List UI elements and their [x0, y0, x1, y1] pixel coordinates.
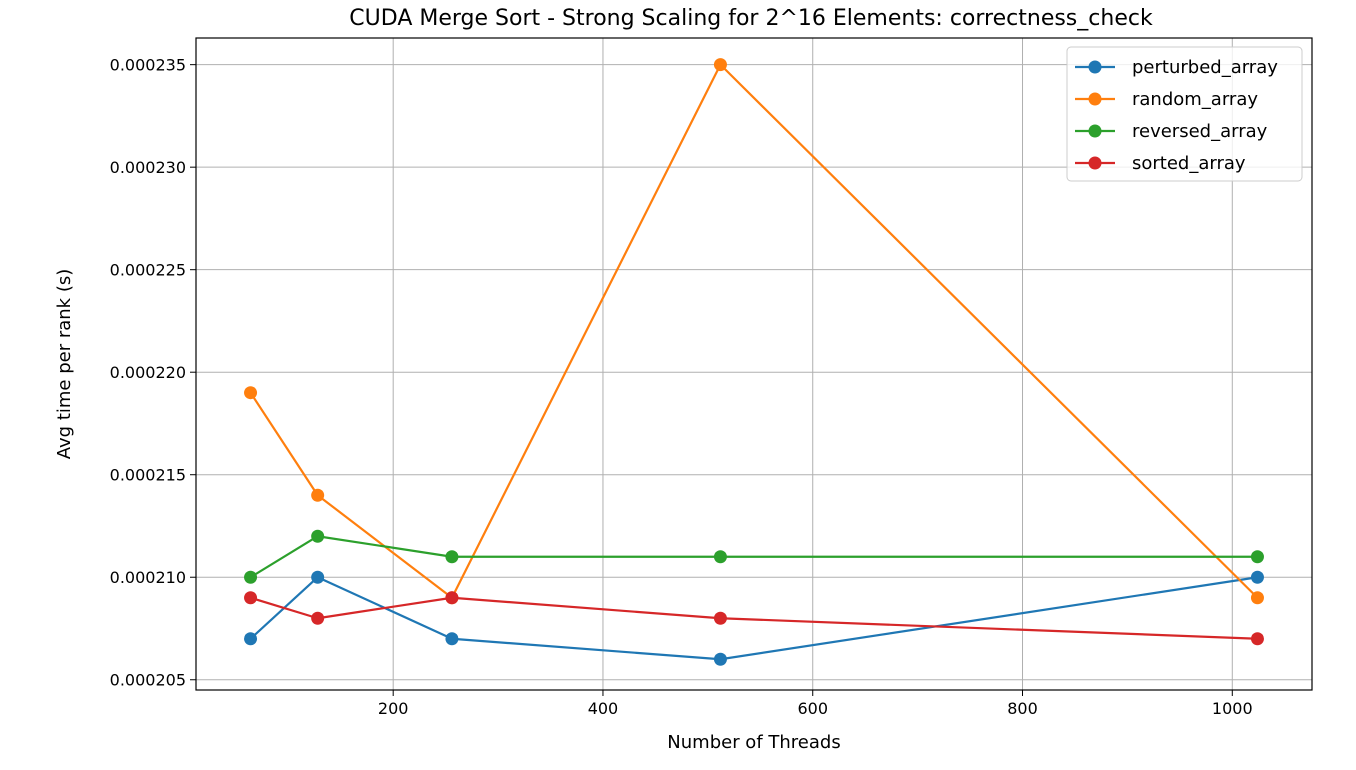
data-point — [713, 58, 727, 72]
series-layer — [244, 58, 1264, 666]
data-point — [1250, 591, 1264, 605]
legend: perturbed_array random_array reversed_arra… — [1066, 46, 1303, 182]
x-tick-label: 1000 — [1212, 699, 1253, 718]
x-tick-label: 200 — [378, 699, 409, 718]
legend-marker — [1088, 124, 1102, 138]
data-point — [311, 570, 325, 584]
y-tick-label: 0.000215 — [110, 466, 186, 485]
series-perturbed_array — [244, 570, 1264, 666]
series-reversed_array — [244, 529, 1264, 584]
legend-label: random_array — [1132, 89, 1258, 110]
axis-ticks: 200 400 600 800 1000 0.000205 0.000210 0.000215… — [110, 56, 1253, 718]
series-line — [249, 576, 1258, 661]
y-tick-label: 0.000230 — [110, 158, 186, 177]
legend-label: sorted_array — [1132, 153, 1246, 174]
x-tick-label: 400 — [588, 699, 619, 718]
data-point — [445, 591, 459, 605]
y-tick-label: 0.000220 — [110, 363, 186, 382]
series-line — [250, 596, 1258, 640]
legend-marker — [1088, 156, 1102, 170]
legend-entry: random_array — [1075, 89, 1258, 110]
data-point — [244, 591, 258, 605]
data-point — [713, 652, 727, 666]
y-tick-label: 0.000205 — [110, 671, 186, 690]
data-point — [244, 386, 258, 400]
data-point — [1250, 632, 1264, 646]
data-point — [445, 550, 459, 564]
legend-marker — [1088, 60, 1102, 74]
legend-label: reversed_array — [1132, 121, 1268, 142]
y-axis-label: Avg time per rank (s) — [54, 269, 75, 459]
grid — [196, 38, 1312, 690]
y-tick-label: 0.000210 — [110, 568, 186, 587]
y-tick-label: 0.000225 — [110, 261, 186, 280]
data-point — [311, 488, 325, 502]
series-sorted_array — [244, 591, 1264, 646]
data-point — [713, 550, 727, 564]
legend-label: perturbed_array — [1132, 57, 1278, 78]
legend-box — [1066, 46, 1303, 182]
legend-marker — [1088, 92, 1102, 106]
y-tick-label: 0.000235 — [110, 56, 186, 75]
data-point — [1250, 550, 1264, 564]
plot-area-frame — [195, 37, 1313, 691]
data-point — [713, 611, 727, 625]
x-tick-label: 800 — [1007, 699, 1038, 718]
legend-entry: reversed_array — [1075, 121, 1268, 142]
x-axis-label: Number of Threads — [667, 732, 840, 753]
legend-entry: perturbed_array — [1075, 57, 1278, 78]
data-point — [311, 529, 325, 543]
data-point — [445, 632, 459, 646]
legend-entry: sorted_array — [1075, 153, 1246, 174]
chart-title: CUDA Merge Sort - Strong Scaling for 2^1… — [349, 6, 1153, 31]
data-point — [1250, 570, 1264, 584]
x-tick-label: 600 — [797, 699, 828, 718]
data-point — [311, 611, 325, 625]
series-line — [249, 535, 1258, 579]
data-point — [244, 570, 258, 584]
data-point — [244, 632, 258, 646]
